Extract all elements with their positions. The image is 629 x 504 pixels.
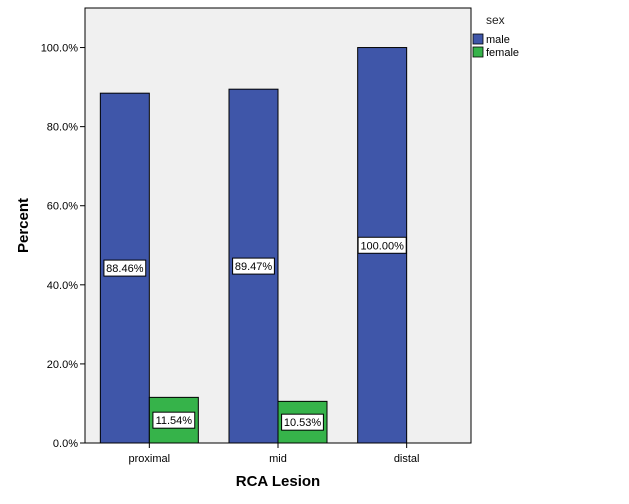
y-tick-label: 20.0% <box>47 359 78 371</box>
x-tick-label: mid <box>269 453 287 465</box>
x-axis-label: RCA Lesion <box>236 473 320 490</box>
data-label-box <box>281 413 324 431</box>
legend-label: female <box>486 47 519 59</box>
data-label-box <box>152 411 196 429</box>
data-label: 11.54% <box>156 415 193 427</box>
data-label: 89.47% <box>235 261 273 273</box>
y-tick-label: 80.0% <box>47 122 78 134</box>
legend-title: sex <box>486 13 505 27</box>
legend-label: male <box>486 34 510 46</box>
y-axis-label: Percent <box>15 198 32 253</box>
data-label-box <box>103 259 147 277</box>
data-label-box <box>232 257 275 275</box>
y-tick-label: 40.0% <box>47 280 78 292</box>
x-tick-label: proximal <box>129 453 171 465</box>
y-tick-label: 100.0% <box>41 43 79 55</box>
data-label: 10.53% <box>284 417 322 429</box>
data-label: 100.00% <box>360 240 404 252</box>
data-label: 88.46% <box>106 263 144 275</box>
x-tick-label: distal <box>394 453 420 465</box>
y-tick-label: 60.0% <box>47 201 78 213</box>
y-tick-label: 0.0% <box>53 438 78 450</box>
data-label-box <box>357 236 407 254</box>
legend-swatch-female <box>472 46 484 58</box>
legend-swatch-male <box>472 33 484 45</box>
